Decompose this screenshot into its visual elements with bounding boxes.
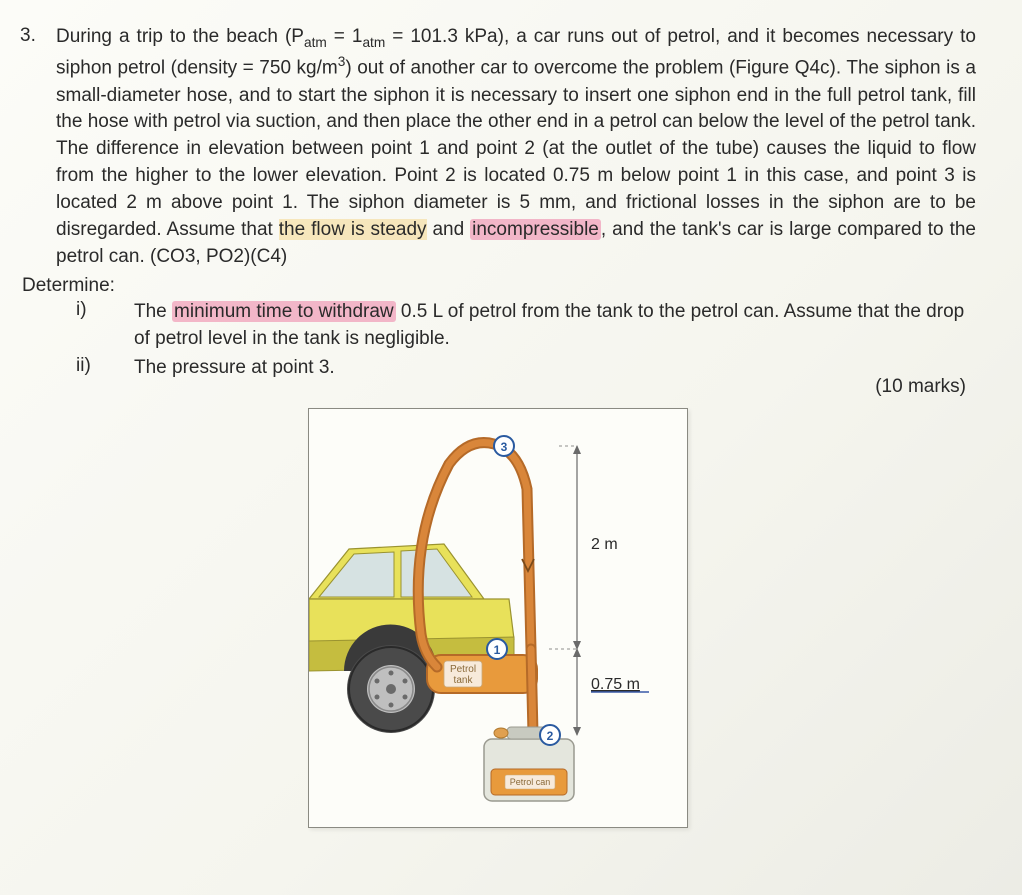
petrol-tank-icon: Petrol tank	[427, 655, 537, 693]
point-2-marker: 2	[540, 725, 560, 745]
document-page: 3. During a trip to the beach (Patm = 1a…	[0, 0, 1022, 895]
part-ii-text: The pressure at point 3.	[134, 355, 335, 382]
dim-2m-label: 2 m	[591, 536, 618, 553]
car-icon	[309, 544, 514, 733]
question-number: 3.	[20, 24, 56, 271]
dimension-075m: 0.75 m	[549, 648, 649, 736]
dim-075m-label: 0.75 m	[591, 676, 640, 693]
question-body: During a trip to the beach (Patm = 1atm …	[56, 24, 976, 271]
point-1-marker: 1	[487, 639, 507, 659]
point-3-marker: 3	[494, 436, 514, 456]
figure-svg: Petrol tank Petrol can	[309, 409, 689, 829]
petrol-can-label: Petrol can	[510, 777, 551, 787]
siphon-figure: Petrol tank Petrol can	[308, 408, 688, 828]
part-i-row: i) The minimum time to withdraw 0.5 L of…	[76, 299, 976, 353]
petrol-tank-label-2: tank	[454, 675, 474, 686]
dimension-2m: 2 m	[559, 445, 618, 650]
point-3-label: 3	[501, 440, 508, 454]
point-1-label: 1	[494, 643, 501, 657]
determine-label: Determine:	[22, 275, 976, 297]
part-ii-num: ii)	[76, 355, 134, 382]
part-i-text: The minimum time to withdraw 0.5 L of pe…	[134, 299, 976, 353]
part-i-num: i)	[76, 299, 134, 353]
point-2-label: 2	[547, 729, 554, 743]
petrol-tank-label-1: Petrol	[450, 664, 476, 675]
question-row: 3. During a trip to the beach (Patm = 1a…	[20, 24, 976, 271]
